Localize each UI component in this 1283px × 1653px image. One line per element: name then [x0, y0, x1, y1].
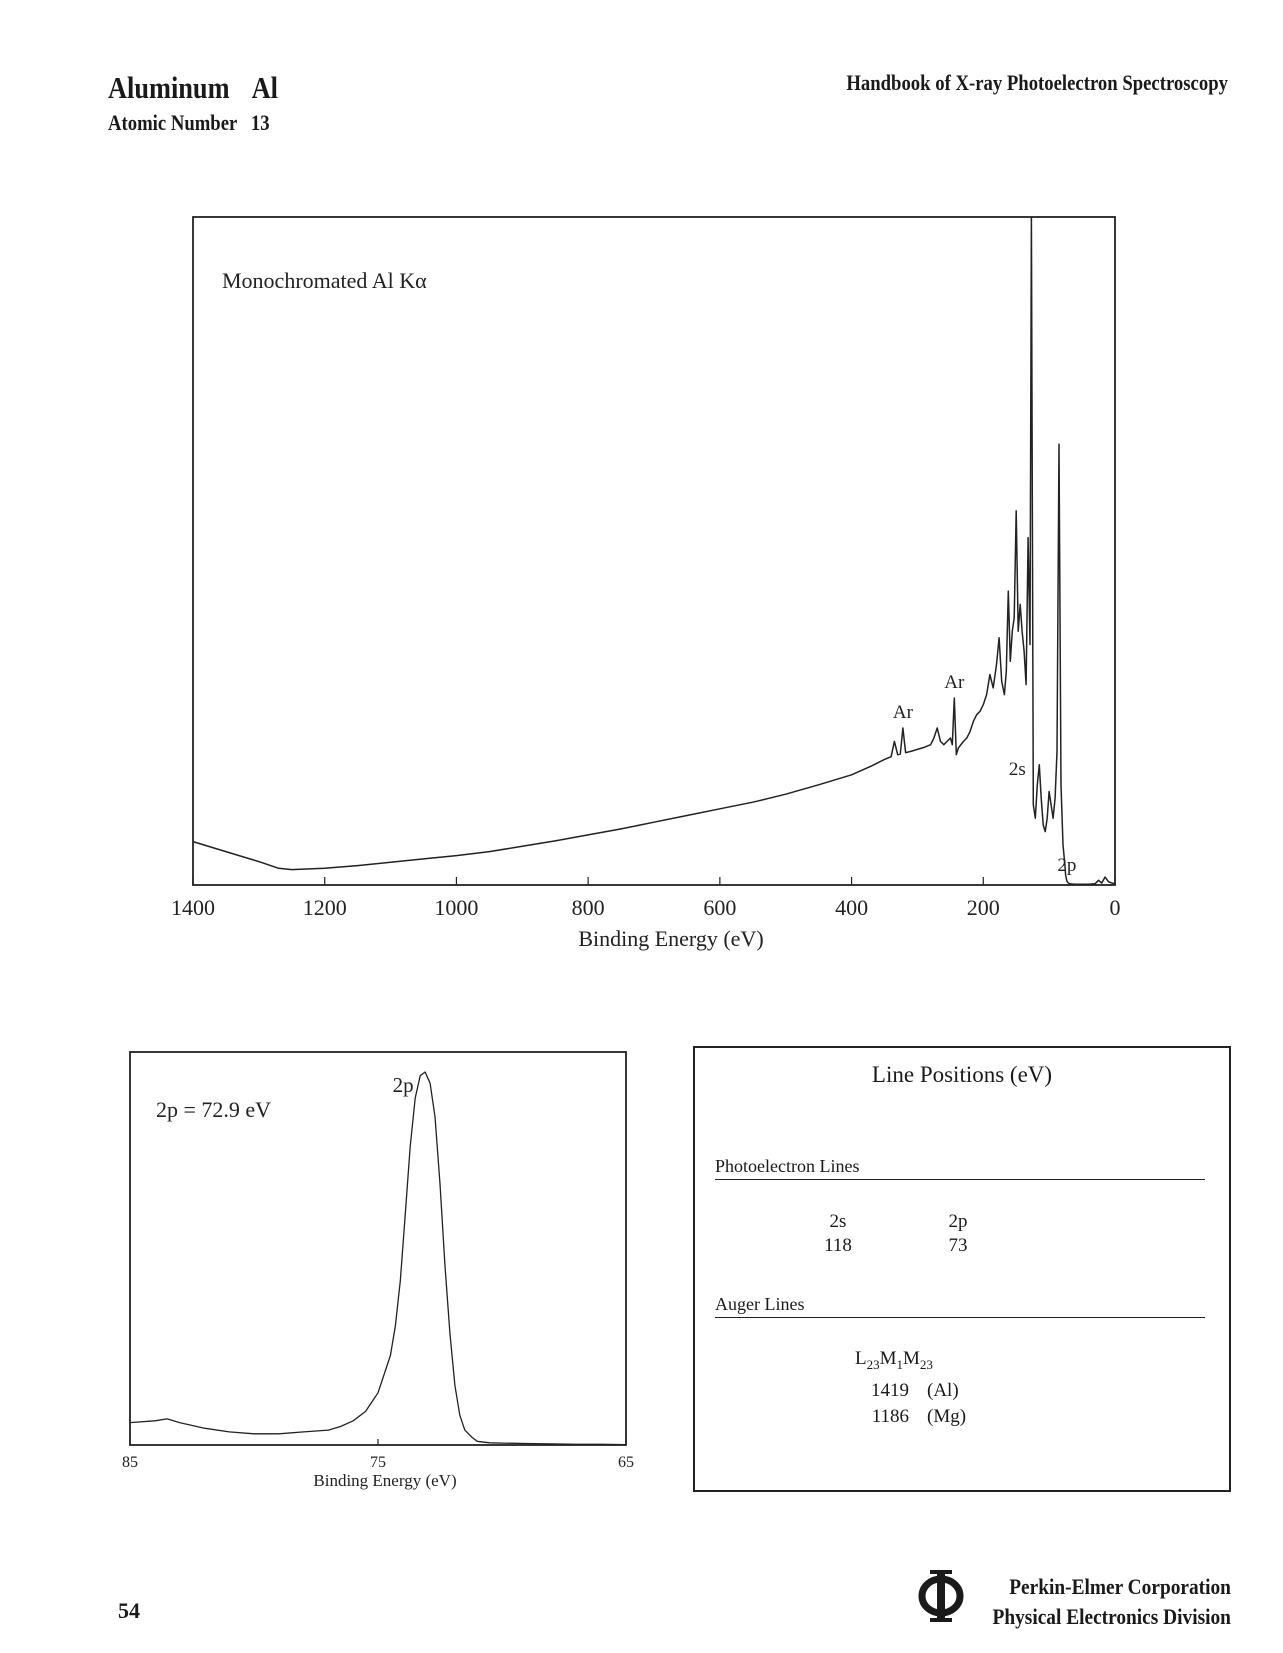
auger-line-name: L23M1M23	[855, 1348, 933, 1372]
peak-label: Ar	[944, 672, 965, 693]
x-tick-label: 400	[835, 895, 868, 920]
peak-label: Ar	[893, 702, 914, 723]
photoelectron-line-value: 118	[824, 1235, 852, 1256]
company-name: Perkin-Elmer Corporation Physical Electr…	[993, 1572, 1231, 1632]
phi-logo-icon	[918, 1570, 964, 1622]
x-tick-label: 800	[572, 895, 605, 920]
auger-row: 1419 (Al)	[855, 1378, 966, 1404]
photoelectron-line-value: 73	[948, 1235, 968, 1256]
x-tick-label: 1400	[171, 895, 215, 920]
line-positions-title: Line Positions (eV)	[871, 1062, 1053, 1087]
auger-source: (Al)	[927, 1379, 959, 1401]
peak-label: 2p	[1057, 855, 1076, 876]
photoelectron-line-name: 2s	[829, 1211, 847, 1232]
handbook-title: Handbook of X-ray Photoelectron Spectros…	[846, 70, 1228, 95]
company-line-1: Perkin-Elmer Corporation	[1009, 1574, 1231, 1599]
element-title: Aluminum Al	[108, 70, 278, 106]
photoelectron-line-2p: 2p 73	[918, 1210, 998, 1258]
atomic-number-label: Atomic Number	[108, 110, 238, 135]
detail-x-ticks: 85 75 65	[122, 1439, 634, 1471]
survey-spectrum-chart: 1400 1200 1000 800 600 400 200 0 2s 2p Ar Ar Monoc…	[171, 216, 1121, 951]
x-tick-label: 1200	[303, 895, 347, 920]
auger-lines-header: Auger Lines	[715, 1294, 1205, 1318]
company-line-2: Physical Electronics Division	[992, 1604, 1231, 1629]
x-tick-label: 75	[370, 1454, 386, 1471]
auger-line-block: L23M1M23 1419 (Al) 1186 (Mg)	[855, 1346, 966, 1430]
survey-x-ticks: 1400 1200 1000 800 600 400 200 0	[171, 877, 1121, 920]
page-number: 54	[118, 1598, 140, 1623]
atomic-number-line: Atomic Number 13	[108, 110, 270, 136]
element-name: Aluminum	[108, 70, 230, 105]
detail-2p-line	[129, 1071, 627, 1446]
x-tick-label: 65	[618, 1454, 634, 1471]
photoelectron-line-name: 2p	[948, 1211, 968, 1232]
atomic-number-value: 13	[250, 110, 270, 135]
photoelectron-lines-header: Photoelectron Lines	[715, 1156, 1205, 1180]
x-tick-label: 1000	[434, 895, 478, 920]
x-tick-label: 0	[1110, 895, 1121, 920]
detail-peak-labels: 2p	[393, 1073, 414, 1097]
auger-row: 1186 (Mg)	[855, 1404, 966, 1430]
survey-spectrum-line	[192, 216, 1116, 886]
line-positions-table: Line Positions (eV) Photoelectron Lines …	[693, 1046, 1231, 1492]
survey-peak-labels: 2s 2p Ar Ar	[893, 672, 1077, 876]
peak-label: 2s	[1009, 759, 1026, 780]
auger-source: (Mg)	[927, 1405, 967, 1427]
auger-value: 1186	[871, 1405, 909, 1427]
element-symbol: Al	[251, 70, 278, 105]
survey-annotation: Monochromated Al Kα	[222, 268, 427, 293]
survey-plot-frame	[192, 216, 1116, 886]
photoelectron-line-2s: 2s 118	[798, 1210, 878, 1258]
x-tick-label: 200	[967, 895, 1000, 920]
detail-2p-chart: 85 75 65 2p 2p = 72.9 eV Binding Energy (e…	[122, 1051, 634, 1490]
auger-value: 1419	[871, 1379, 909, 1401]
detail-x-axis-label: Binding Energy (eV)	[313, 1471, 456, 1490]
survey-x-axis-label: Binding Energy (eV)	[578, 926, 763, 951]
x-tick-label: 85	[122, 1454, 138, 1471]
x-tick-label: 600	[703, 895, 736, 920]
detail-annotation: 2p = 72.9 eV	[156, 1097, 271, 1122]
peak-label: 2p	[393, 1073, 414, 1097]
